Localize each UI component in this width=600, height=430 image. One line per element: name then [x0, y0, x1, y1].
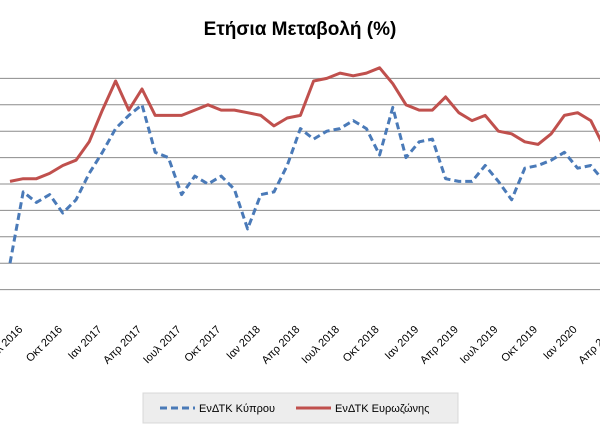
series-lines — [8, 66, 600, 264]
x-tick-label: Ιουλ 2016 — [0, 324, 25, 367]
x-tick-label: Απρ 2019 — [418, 324, 461, 367]
x-tick-label: Ιουλ 2017 — [141, 324, 184, 367]
series-line-eurozone — [9, 66, 600, 183]
legend-label-eurozone: ΕνΔΤΚ Ευρωζώνης — [335, 403, 429, 415]
x-tick-label: Ιαν 2019 — [383, 324, 422, 363]
x-tick-label: Ιαν 2018 — [224, 324, 263, 363]
series-line-cyprus — [8, 103, 600, 264]
x-tick-label: Απρ 2018 — [260, 324, 303, 367]
x-tick-label: Οκτ 2019 — [499, 324, 540, 365]
x-tick-label: Ιουλ 2018 — [300, 324, 343, 367]
x-tick-label: Ιαν 2020 — [541, 324, 580, 363]
x-tick-label: Οκτ 2017 — [182, 324, 223, 365]
x-tick-label: Ιουλ 2019 — [458, 324, 501, 367]
x-tick-label: Απρ 2017 — [101, 324, 144, 367]
x-tick-label: Οκτ 2018 — [341, 324, 382, 365]
gridlines — [0, 77, 600, 291]
legend: ΕνΔΤΚ Κύπρου ΕνΔΤΚ Ευρωζώνης — [142, 392, 459, 424]
chart-title: Ετήσια Μεταβολή (%) — [204, 19, 397, 40]
x-tick-label: Ιαν 2017 — [66, 324, 105, 363]
x-tick-label: Απρ 2020 — [576, 324, 600, 367]
legend-label-cyprus: ΕνΔΤΚ Κύπρου — [199, 403, 275, 415]
x-tick-label: Οκτ 2016 — [24, 324, 65, 365]
